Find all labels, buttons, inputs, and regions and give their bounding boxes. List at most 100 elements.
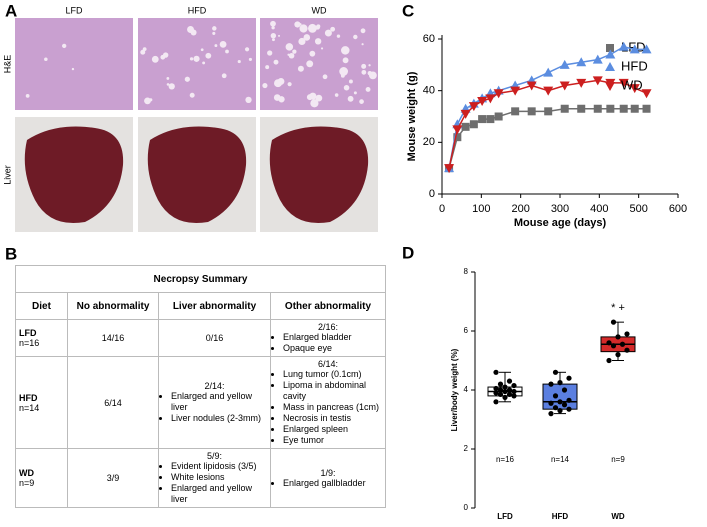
marker — [618, 78, 629, 88]
marker — [543, 67, 554, 77]
he-image — [138, 18, 256, 110]
marker — [477, 97, 488, 106]
x-tick-label: LFD — [497, 512, 513, 521]
item-list: Enlarged gallbladder — [274, 478, 382, 489]
marker — [606, 104, 615, 113]
he-vacuole — [71, 67, 75, 71]
he-vacuole — [225, 49, 229, 54]
x-tick-label: 500 — [629, 203, 647, 215]
he-vacuole — [245, 96, 252, 104]
table-header: Liver abnormality — [158, 292, 271, 320]
marker — [486, 115, 495, 124]
he-vacuole — [330, 26, 336, 32]
point — [557, 408, 563, 414]
he-vacuole — [244, 47, 250, 52]
panel-label: B — [5, 244, 17, 263]
y-axis-label: Liver/body weight (%) — [450, 348, 459, 431]
n-label: n=9 — [611, 455, 625, 464]
he-vacuole — [303, 34, 311, 41]
he-vacuole — [140, 49, 146, 55]
legend-label: WD — [621, 77, 643, 92]
he-vacuole — [285, 43, 294, 51]
row-label: Liver — [2, 165, 12, 185]
marker — [543, 86, 554, 96]
x-tick-label: 600 — [669, 203, 687, 215]
marker — [453, 133, 462, 142]
necropsy-table: Necropsy Summary Diet No abnormality Liver … — [15, 265, 386, 508]
he-vacuole — [272, 38, 275, 42]
x-tick-label: WD — [611, 512, 625, 521]
table-header-row: Diet No abnormality Liver abnormality Other… — [15, 292, 386, 320]
y-tick-label: 4 — [464, 385, 469, 394]
significance: * + — [611, 302, 625, 314]
he-vacuole — [348, 79, 353, 84]
column-label: WD — [312, 5, 327, 15]
he-vacuole — [359, 99, 364, 104]
he-vacuole — [189, 57, 194, 61]
y-tick-label: 20 — [423, 136, 435, 148]
marker — [618, 41, 629, 51]
item-list: Enlarged bladderOpaque eye — [274, 332, 382, 354]
diet-n: n=9 — [19, 478, 35, 488]
item: Mass in pancreas (1cm) — [283, 402, 382, 413]
marker — [642, 104, 651, 113]
point — [506, 391, 513, 398]
diet: LFD — [19, 328, 37, 338]
y-tick-label: 0 — [429, 188, 435, 200]
marker — [577, 104, 586, 113]
he-vacuole — [270, 33, 277, 39]
he-vacuole — [270, 20, 276, 27]
he-vacuole — [324, 29, 332, 37]
he-vacuole — [271, 26, 275, 30]
point — [493, 399, 499, 405]
point — [561, 387, 568, 393]
he-vacuole — [365, 86, 371, 92]
item: Enlarged spleen — [283, 424, 382, 435]
marker — [593, 104, 602, 113]
item: Liver nodules (2-3mm) — [171, 413, 267, 424]
he-vacuole — [314, 38, 322, 45]
marker — [576, 57, 587, 67]
point — [511, 382, 517, 389]
he-vacuole — [361, 63, 367, 69]
marker — [605, 49, 616, 59]
he-vacuole — [308, 23, 317, 33]
he-vacuole — [267, 50, 273, 56]
table-title-row: Necropsy Summary — [15, 265, 386, 293]
marker — [526, 81, 537, 91]
count: 5/9: — [206, 451, 222, 461]
marker — [478, 115, 487, 124]
he-vacuole — [336, 34, 341, 38]
he-vacuole — [287, 53, 290, 56]
marker — [576, 78, 587, 88]
he-vacuole — [166, 83, 170, 86]
he-vacuole — [367, 71, 372, 76]
marker — [468, 102, 479, 112]
he-vacuole — [288, 52, 295, 59]
point — [561, 402, 568, 408]
point — [624, 331, 630, 337]
y-tick-label: 2 — [464, 444, 469, 453]
n-label: n=14 — [551, 455, 570, 464]
he-vacuole — [189, 92, 195, 98]
point — [610, 319, 617, 325]
point — [502, 394, 508, 400]
point — [511, 388, 517, 395]
marker — [559, 59, 570, 69]
he-image — [15, 18, 133, 110]
item: Lipoma in abdominal cavity — [283, 380, 382, 402]
he-vacuole — [212, 26, 217, 31]
count: 0/16 — [205, 333, 224, 343]
y-tick-label: 0 — [464, 503, 469, 512]
marker — [559, 81, 570, 91]
x-tick-label: 300 — [551, 203, 569, 215]
other-cell: 2/16:Enlarged bladderOpaque eye — [270, 319, 386, 357]
he-vacuole — [193, 55, 200, 62]
y-tick-label: 40 — [423, 85, 435, 97]
item: Enlarged and yellow liver — [171, 391, 267, 413]
legend-label: HFD — [621, 58, 648, 73]
point — [548, 411, 554, 417]
